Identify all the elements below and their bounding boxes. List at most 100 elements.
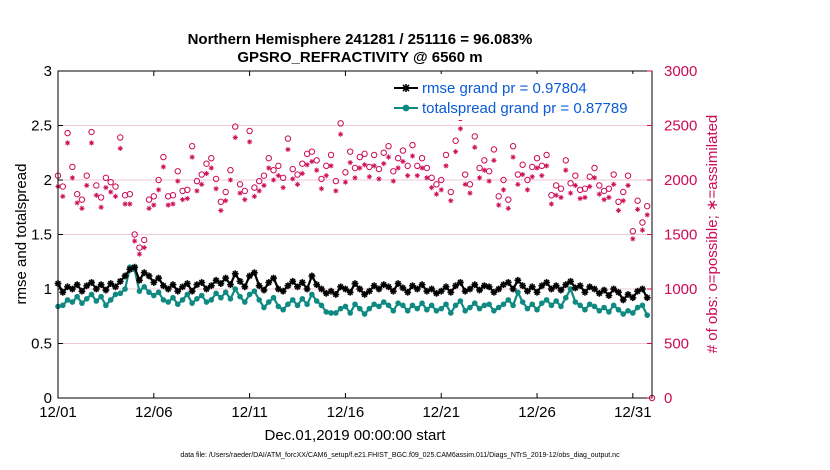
obs-assimilated-point-1 <box>60 193 66 199</box>
rmse-point-107 <box>567 277 574 285</box>
obs-possible-point-87 <box>471 133 478 140</box>
obs-possible-point-20 <box>150 193 158 200</box>
totalspread-point-52 <box>304 301 310 308</box>
rmse-point-69 <box>385 283 392 291</box>
obs-assimilated-point-120 <box>630 236 636 242</box>
obs-assimilated-point-118 <box>620 198 626 204</box>
rmse-point-19 <box>145 272 153 280</box>
legend: rmse grand pr = 0.97804 totalspread gran… <box>389 74 649 120</box>
obs-assimilated-point-13 <box>117 145 123 151</box>
obs-possible-point-100 <box>533 155 541 162</box>
totalspread-point-62 <box>352 301 358 308</box>
totalspread-point-88 <box>476 305 483 312</box>
obs-possible-point-22 <box>160 153 167 161</box>
obs-assimilated-point-57 <box>328 163 334 169</box>
rmse-point-52 <box>303 285 311 293</box>
rmse-point-51 <box>298 279 306 286</box>
rmse-point-64 <box>361 291 368 298</box>
obs-possible-point-43 <box>260 172 268 179</box>
totalspread-point-117 <box>615 306 622 313</box>
obs-possible-point-72 <box>399 147 407 154</box>
rmse-point-44 <box>265 279 273 286</box>
totalspread-point-98 <box>524 305 531 312</box>
totalspread-point-105 <box>558 303 564 310</box>
rmse-point-34 <box>217 280 225 287</box>
rmse-point-58 <box>332 291 340 298</box>
totalspread-point-50 <box>294 302 301 309</box>
obs-assimilated-point-63 <box>357 165 363 171</box>
obs-possible-point-80 <box>438 176 445 184</box>
obs-possible-point-94 <box>505 196 512 203</box>
totalspread-point-104 <box>553 298 559 304</box>
rmse-point-118 <box>619 296 627 304</box>
obs-possible-point-2 <box>64 129 71 137</box>
rmse-point-73 <box>404 288 412 296</box>
totalspread-point-34 <box>218 294 224 301</box>
obs-possible-point-117 <box>615 198 622 206</box>
obs-possible-point-25 <box>174 168 181 175</box>
totalspread-point-3 <box>69 299 76 305</box>
obs-possible-point-16 <box>131 231 138 238</box>
obs-assimilated-point-110 <box>582 194 588 201</box>
totalspread-point-1 <box>59 302 66 309</box>
obs-possible-point-89 <box>481 157 488 164</box>
obs-possible-point-32 <box>208 155 215 162</box>
obs-assimilated-point-113 <box>596 191 602 197</box>
obs-assimilated-point-69 <box>385 154 392 160</box>
y-right-tick-label-1: 500 <box>664 336 689 353</box>
obs-possible-point-66 <box>370 151 378 159</box>
obs-assimilated-point-43 <box>261 182 267 189</box>
obs-assimilated-point-104 <box>553 192 559 198</box>
totalspread-point-72 <box>400 302 406 309</box>
rmse-point-96 <box>514 276 522 284</box>
totalspread-point-23 <box>165 299 171 305</box>
obs-assimilated-point-101 <box>539 173 545 179</box>
obs-assimilated-point-51 <box>299 170 305 177</box>
y-left-tick-label-0: 0 <box>44 390 52 407</box>
rmse-point-40 <box>246 272 254 280</box>
totalspread-point-26 <box>179 297 186 303</box>
obs-possible-point-64 <box>361 150 368 158</box>
rmse-point-115 <box>605 292 613 299</box>
rmse-point-30 <box>198 279 206 286</box>
totalspread-point-86 <box>467 304 473 311</box>
obs-possible-point-71 <box>394 155 402 162</box>
totalspread-point-42 <box>256 297 262 303</box>
y-axis-label-left: rmse and totalspread <box>13 164 30 305</box>
obs-possible-point-47 <box>279 174 287 182</box>
obs-possible-point-120 <box>629 228 637 235</box>
obs-assimilated-point-50 <box>294 181 301 187</box>
obs-possible-point-8 <box>93 182 100 189</box>
obs-possible-point-3 <box>69 163 76 171</box>
obs-possible-point-49 <box>289 165 296 173</box>
obs-possible-point-4 <box>73 190 81 198</box>
totalspread-point-95 <box>510 302 516 309</box>
totalspread-point-118 <box>620 311 627 317</box>
obs-possible-point-35 <box>222 188 229 196</box>
obs-assimilated-point-96 <box>515 181 521 187</box>
obs-assimilated-point-66 <box>371 163 377 169</box>
rmse-point-98 <box>524 287 531 295</box>
totalspread-point-4 <box>74 293 80 300</box>
obs-assimilated-point-28 <box>189 154 195 160</box>
y-axis-right: 0 500 1000 1500 2000 2500 3000 <box>647 63 697 407</box>
obs-assimilated-point-87 <box>472 144 478 150</box>
obs-possible-point-60 <box>342 169 349 176</box>
rmse-point-99 <box>528 283 536 291</box>
obs-assimilated-point-72 <box>400 158 406 165</box>
totalspread-point-5 <box>79 300 85 306</box>
obs-assimilated-point-11 <box>108 189 114 195</box>
obs-assimilated-point-44 <box>266 165 272 171</box>
data-file-footnote: data file: /Users/raeder/DAI/ATM_forcXX/… <box>180 452 620 459</box>
totalspread-point-57 <box>328 310 334 316</box>
totalspread-point-28 <box>189 300 195 306</box>
rmse-point-75 <box>413 285 421 293</box>
obs-assimilated-point-94 <box>505 205 511 211</box>
rmse-point-123 <box>643 294 651 302</box>
rmse-point-45 <box>270 274 277 282</box>
obs-possible-point-92 <box>495 193 502 200</box>
totalspread-point-73 <box>404 308 411 314</box>
totalspread-point-81 <box>443 301 449 308</box>
obs-assimilated-point-84 <box>457 126 463 132</box>
totalspread-point-63 <box>356 305 363 312</box>
